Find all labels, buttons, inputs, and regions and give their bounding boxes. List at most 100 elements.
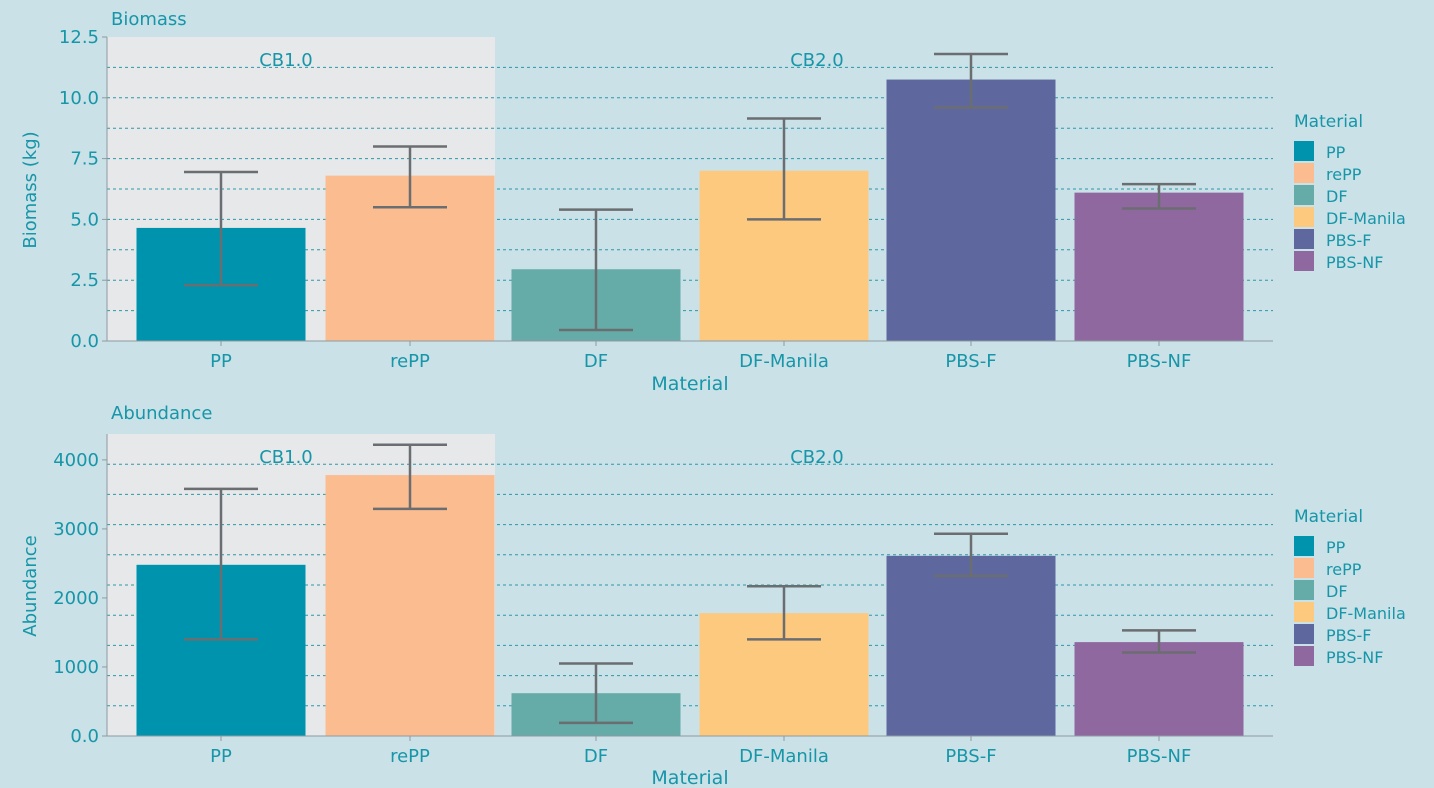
biomass-y-tick-label: 10.0 (59, 88, 99, 109)
legend-label: DF (1326, 582, 1348, 601)
legend-swatch (1294, 141, 1314, 161)
abundance-y-tick-label: 0.0 (70, 726, 99, 747)
biomass-bar-pbs-f (886, 79, 1056, 341)
biomass-x-tick-label-pp: PP (210, 351, 232, 372)
biomass-legend-item-pbs-f: PBS-F (1294, 229, 1371, 250)
abundance-bar-pbs-f (886, 555, 1056, 736)
abundance-legend-item-repp: rePP (1294, 558, 1362, 579)
abundance-bar-repp (325, 475, 495, 736)
legend-swatch (1294, 602, 1314, 622)
legend-swatch (1294, 536, 1314, 556)
biomass-group-label-cb1: CB1.0 (259, 50, 313, 71)
biomass-y-tick-labels: 0.0 2.5 5.0 7.5 10.0 12.5 (59, 27, 107, 352)
legend-swatch (1294, 646, 1314, 666)
legend-label: PP (1326, 538, 1346, 557)
abundance-bars (136, 475, 1244, 736)
biomass-error-bar-df-manila (747, 117, 821, 221)
abundance-legend-item-pp: PP (1294, 536, 1346, 557)
legend-label: PBS-F (1326, 626, 1371, 645)
abundance-error-bar-pbs-f (934, 532, 1008, 578)
biomass-x-axis-title: Material (651, 373, 728, 395)
abundance-legend-item-pbs-nf: PBS-NF (1294, 646, 1383, 667)
biomass-error-bar-pbs-f (934, 52, 1008, 109)
biomass-y-tick-label: 5.0 (70, 209, 99, 230)
legend-swatch (1294, 251, 1314, 271)
abundance-x-axis-title: Material (651, 767, 728, 788)
biomass-legend-item-repp: rePP (1294, 163, 1362, 184)
biomass-x-tick-label-df: DF (584, 351, 608, 372)
biomass-error-bar-pp (184, 170, 258, 287)
biomass-x-tick-label-df-manila: DF-Manila (739, 351, 829, 372)
legend-label: DF-Manila (1326, 604, 1406, 623)
abundance-legend-title: Material (1294, 507, 1363, 527)
legend-swatch (1294, 229, 1314, 249)
abundance-x-tick-label-df: DF (584, 746, 608, 767)
abundance-error-bar-pbs-nf (1122, 629, 1196, 654)
abundance-legend-item-df: DF (1294, 580, 1348, 601)
legend-label: PBS-F (1326, 231, 1371, 250)
legend-swatch (1294, 163, 1314, 183)
abundance-x-tick-labels: PP rePP DF DF-Manila PBS-F PBS-NF (210, 736, 1191, 767)
abundance-panel: Abundance 0.0 1000 2000 3000 4000 PP rePP DF DF… (20, 403, 1406, 788)
abundance-x-tick-label-pp: PP (210, 746, 232, 767)
biomass-legend-item-pbs-nf: PBS-NF (1294, 251, 1383, 272)
biomass-error-bar-repp (373, 145, 447, 209)
biomass-panel: Biomass 0.0 2.5 5.0 7.5 10.0 12.5 PP rePP DF DF-… (20, 9, 1406, 395)
legend-label: rePP (1326, 165, 1362, 184)
biomass-x-tick-labels: PP rePP DF DF-Manila PBS-F PBS-NF (210, 341, 1191, 372)
abundance-error-bar-df (559, 662, 633, 725)
biomass-legend: Material PP rePP DF DF-Manila PBS-F PBS-NF (1294, 112, 1406, 272)
biomass-x-tick-label-repp: rePP (390, 351, 430, 372)
abundance-legend: Material PP rePP DF DF-Manila PBS-F PBS-NF (1294, 507, 1406, 667)
legend-swatch (1294, 207, 1314, 227)
abundance-bar-pbs-nf (1074, 642, 1244, 736)
abundance-legend-item-pbs-f: PBS-F (1294, 624, 1371, 645)
abundance-group-label-cb1: CB1.0 (259, 447, 313, 468)
biomass-y-tick-label: 7.5 (70, 149, 99, 170)
abundance-x-tick-label-df-manila: DF-Manila (739, 746, 829, 767)
biomass-error-bar-df (559, 208, 633, 332)
abundance-x-tick-label-repp: rePP (390, 746, 430, 767)
legend-swatch (1294, 624, 1314, 644)
legend-label: PBS-NF (1326, 648, 1383, 667)
abundance-y-axis-title: Abundance (20, 535, 41, 636)
abundance-x-tick-label-pbs-nf: PBS-NF (1127, 746, 1192, 767)
abundance-y-tick-labels: 0.0 1000 2000 3000 4000 (53, 450, 107, 747)
abundance-x-tick-label-pbs-f: PBS-F (945, 746, 996, 767)
biomass-y-tick-label: 0.0 (70, 331, 99, 352)
biomass-title: Biomass (111, 9, 187, 30)
biomass-y-axis-title: Biomass (kg) (20, 131, 41, 248)
abundance-title: Abundance (111, 403, 212, 424)
abundance-y-tick-label: 3000 (53, 519, 99, 540)
biomass-y-tick-label: 12.5 (59, 27, 99, 48)
legend-label: DF (1326, 187, 1348, 206)
legend-swatch (1294, 580, 1314, 600)
legend-label: rePP (1326, 560, 1362, 579)
biomass-x-tick-label-pbs-nf: PBS-NF (1127, 351, 1192, 372)
biomass-group-label-cb2: CB2.0 (790, 50, 844, 71)
biomass-error-bars (184, 52, 1196, 332)
biomass-legend-item-pp: PP (1294, 141, 1346, 162)
biomass-legend-item-df: DF (1294, 185, 1348, 206)
abundance-y-tick-label: 1000 (53, 657, 99, 678)
abundance-error-bar-repp (373, 443, 447, 511)
biomass-y-tick-label: 2.5 (70, 270, 99, 291)
biomass-error-bar-pbs-nf (1122, 182, 1196, 210)
abundance-error-bar-df-manila (747, 584, 821, 641)
biomass-legend-title: Material (1294, 112, 1363, 132)
legend-swatch (1294, 558, 1314, 578)
legend-label: DF-Manila (1326, 209, 1406, 228)
biomass-bar-pbs-nf (1074, 192, 1244, 341)
abundance-y-tick-label: 2000 (53, 588, 99, 609)
biomass-x-tick-label-pbs-f: PBS-F (945, 351, 996, 372)
abundance-legend-item-df-manila: DF-Manila (1294, 602, 1406, 623)
abundance-y-tick-label: 4000 (53, 450, 99, 471)
legend-label: PBS-NF (1326, 253, 1383, 272)
biomass-legend-item-df-manila: DF-Manila (1294, 207, 1406, 228)
abundance-error-bars (184, 443, 1196, 725)
abundance-group-label-cb2: CB2.0 (790, 447, 844, 468)
legend-label: PP (1326, 143, 1346, 162)
legend-swatch (1294, 185, 1314, 205)
abundance-error-bar-pp (184, 487, 258, 641)
